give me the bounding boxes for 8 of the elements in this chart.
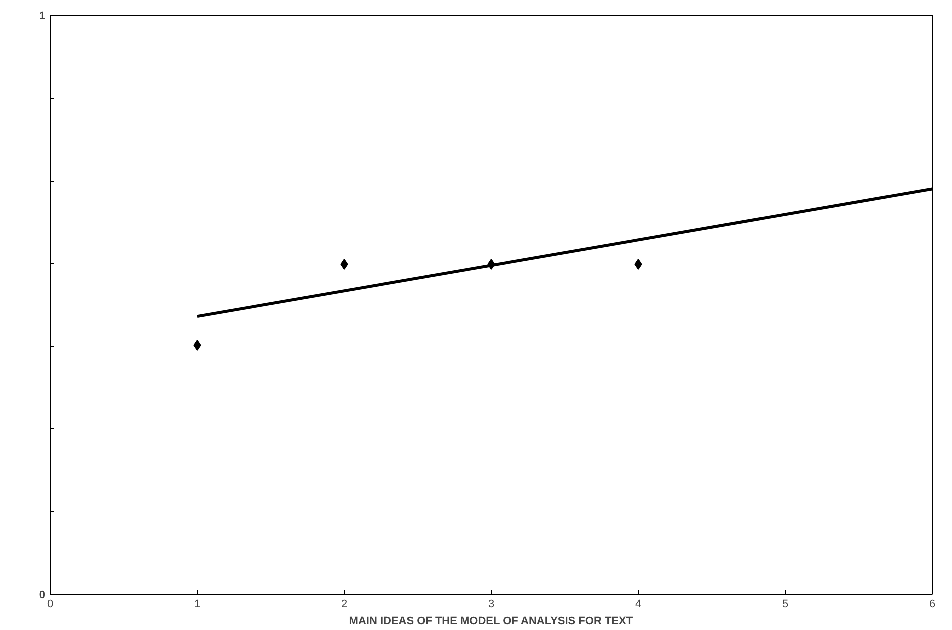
x-tick-label: 5 (782, 598, 789, 610)
x-tick-label: 4 (635, 598, 642, 610)
x-axis-title: MAIN IDEAS OF THE MODEL OF ANALYSIS FOR TEXT (349, 616, 634, 628)
x-tick-label: 6 (929, 598, 936, 610)
x-tick-label: 3 (488, 598, 495, 610)
x-tick-label: 0 (47, 598, 54, 610)
x-tick-label: 2 (341, 598, 348, 610)
x-tick-label: 1 (194, 598, 201, 610)
